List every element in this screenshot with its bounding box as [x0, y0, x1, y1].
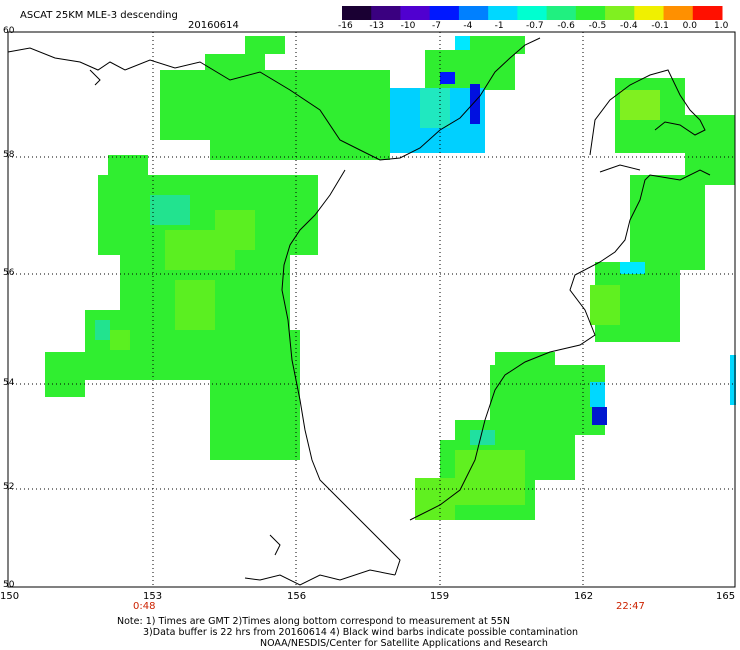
note-line-2: 3)Data buffer is 22 hrs from 20160614 4)… — [143, 627, 579, 638]
lat-label-52: 52 — [3, 482, 15, 492]
colorbar-swatch — [692, 6, 723, 20]
colorbar-label: -13 — [369, 21, 385, 31]
colorbar-swatch — [634, 6, 665, 20]
note-line-3: NOAA/NESDIS/Center for Satellite Applica… — [260, 638, 548, 649]
lat-lon-grid — [8, 32, 735, 587]
lat-label-54: 54 — [3, 378, 15, 388]
colorbar-swatch — [400, 6, 431, 20]
colorbar-label: 0.0 — [682, 21, 697, 31]
colorbar-label: -0.7 — [526, 21, 544, 31]
lon-label-153: 153 — [143, 591, 163, 602]
colorbar-swatch — [429, 6, 460, 20]
lat-label-60: 60 — [3, 26, 15, 36]
colorbar-swatch — [605, 6, 635, 20]
lon-label-159: 159 — [430, 591, 450, 602]
colorbar-label: -0.6 — [557, 21, 575, 31]
colorbar-label: -0.1 — [651, 21, 669, 31]
colorbar-swatch — [458, 6, 489, 20]
map-date: 20160614 — [188, 20, 239, 31]
colorbar-label: -10 — [400, 21, 416, 31]
lat-label-58: 58 — [3, 150, 15, 160]
colorbar-label: 1.0 — [714, 21, 729, 31]
lon-label-162: 162 — [574, 591, 594, 602]
colorbar — [342, 6, 723, 20]
lon-label-150: 150 — [0, 591, 20, 602]
colorbar-swatch — [575, 6, 606, 20]
colorbar-label: -1 — [494, 21, 504, 31]
colorbar-swatch — [488, 6, 518, 20]
map-title: ASCAT 25KM MLE-3 descending — [20, 10, 178, 21]
map-frame — [7, 31, 736, 588]
colorbar-label: -0.4 — [620, 21, 638, 31]
lon-label-156: 156 — [287, 591, 307, 602]
colorbar-label: -0.5 — [588, 21, 607, 31]
colorbar-swatch — [546, 6, 577, 20]
coastline — [7, 37, 711, 586]
colorbar-label: -4 — [463, 21, 473, 31]
colorbar-label: -16 — [338, 21, 353, 31]
time-end: 22:47 — [616, 601, 645, 612]
colorbar-swatch — [371, 6, 401, 20]
lat-label-50: 50 — [3, 580, 15, 590]
lat-label-56: 56 — [3, 268, 15, 278]
colorbar-label: -7 — [432, 21, 441, 31]
note-line-1: Note: 1) Times are GMT 2)Times along bot… — [117, 616, 510, 627]
colorbar-swatch — [517, 6, 548, 20]
colorbar-swatch — [342, 6, 372, 20]
time-start: 0:48 — [133, 601, 156, 612]
lon-label-165: 165 — [716, 591, 736, 602]
colorbar-swatch — [663, 6, 694, 20]
mle-data-swaths — [45, 36, 736, 520]
